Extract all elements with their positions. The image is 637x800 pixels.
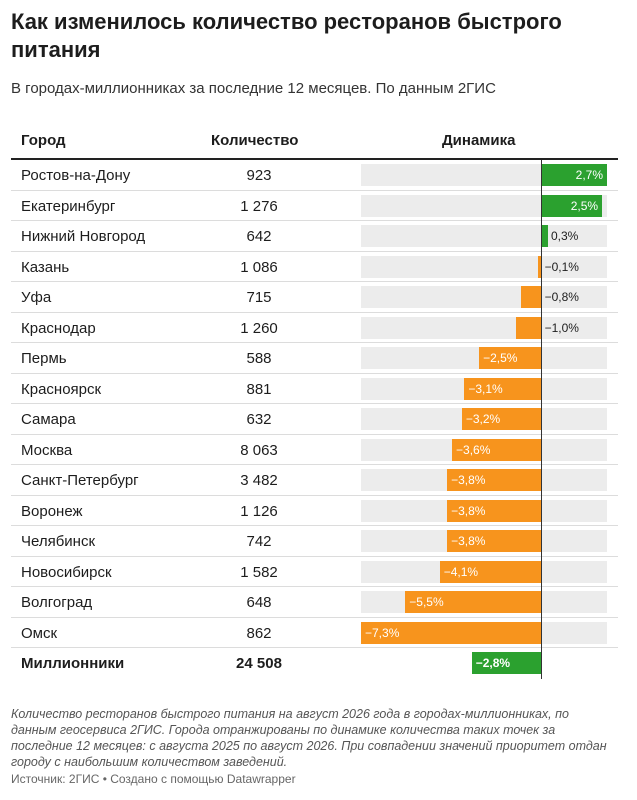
restaurant-count: 1 582 [240,563,278,581]
restaurant-count: 588 [246,350,272,367]
change-label: −3,8% [451,503,486,518]
change-label: −1,0% [544,320,579,335]
change-bar [361,621,541,644]
chart-subtitle: В городах-миллионниках за последние 12 м… [11,80,496,97]
city-name: Уфа [21,289,52,306]
change-bar [464,377,541,400]
table-row: Краснодар 1 260 −1,0% [11,313,618,343]
change-bar [405,591,541,613]
data-table: Город Количество Динамика Ростов-на-Дону… [11,122,618,679]
restaurant-count: 742 [246,533,272,550]
table-row: Красноярск 881 −3,1% [11,374,618,404]
bar-track [361,255,607,278]
change-label: −3,8% [451,473,486,487]
change-bar [520,286,541,308]
change-label: −3,1% [468,381,503,396]
table-row: Волгоград 648 −5,5% [11,587,618,618]
change-bar [515,316,541,339]
chart-title: Как изменилось количество ресторанов быс… [11,9,562,62]
restaurant-count: 3 482 [240,472,278,489]
change-bar [447,469,541,491]
restaurant-count: 8 063 [240,441,278,459]
table-row: Пермь 588 −2,5% [11,343,618,374]
column-header-city: Город [21,132,66,149]
change-bar [471,652,541,674]
change-label: −4,1% [443,564,479,579]
table-row: Нижний Новгород 642 0,3% [11,221,618,252]
bar-track [361,286,607,308]
table-row: Новосибирск 1 582 −4,1% [11,557,618,587]
city-name: Омск [21,624,58,642]
table-row: Ростов-на-Дону 923 2,7% [11,160,618,191]
city-name: Ростов-на-Дону [21,167,131,184]
change-bar [538,255,541,278]
city-name: Миллионники [21,655,125,672]
change-bar [452,438,541,461]
change-bar [540,164,607,186]
column-header-dynamics: Динамика [442,132,516,149]
change-label: −3,8% [451,534,486,548]
bar-track [361,316,607,339]
restaurant-count: 648 [246,594,272,611]
table-row-total: Миллионники 24 508 −2,8% [11,648,618,679]
restaurant-count: 1 276 [240,197,278,215]
table-row: Омск 862 −7,3% [11,618,618,648]
city-name: Санкт-Петербург [21,472,139,489]
city-name: Самара [21,411,76,428]
restaurant-count: 642 [246,228,272,245]
city-name: Воронеж [21,502,83,520]
city-name: Екатеринбург [21,197,116,215]
change-bar [447,499,541,522]
city-name: Челябинск [21,533,96,550]
change-bar [439,560,541,583]
restaurant-count: 24 508 [236,655,282,672]
restaurant-count: 1 126 [240,502,278,520]
zero-axis-line [540,160,542,679]
source-note: Источник: 2ГИС • Создано с помощью Dataw… [11,772,296,786]
table-body: Ростов-на-Дону 923 2,7% Екатеринбург 1 276 2,… [11,160,618,679]
change-bar [447,530,541,552]
restaurant-count: 862 [246,624,272,642]
table-row: Самара 632 −3,2% [11,404,618,435]
change-label: −7,3% [365,625,400,640]
city-name: Москва [21,441,73,459]
table-row: Воронеж 1 126 −3,8% [11,496,618,526]
table-row: Казань 1 086 −0,1% [11,252,618,282]
change-label: 2,5% [570,198,599,213]
restaurant-count: 1 086 [240,258,278,276]
change-label: −0,8% [544,290,579,304]
city-name: Краснодар [21,319,96,337]
table-header: Город Количество Динамика [11,122,618,160]
change-label: −5,5% [409,595,444,609]
table-row: Уфа 715 −0,8% [11,282,618,313]
change-bar [540,225,548,247]
change-bar [461,408,541,430]
restaurant-count: 923 [246,167,272,184]
table-row: Санкт-Петербург 3 482 −3,8% [11,465,618,496]
table-row: Москва 8 063 −3,6% [11,435,618,465]
restaurant-count: 1 260 [240,319,278,337]
city-name: Волгоград [21,594,93,611]
change-bar [479,347,541,369]
restaurant-count: 632 [246,411,272,428]
table-row: Екатеринбург 1 276 2,5% [11,191,618,221]
change-label: 0,3% [550,229,579,243]
footnote: Количество ресторанов быстрого питания н… [11,707,607,769]
restaurant-count: 715 [246,289,272,306]
change-bar [540,194,603,217]
restaurant-count: 881 [246,380,272,398]
change-label: −0,1% [544,259,579,274]
table-row: Челябинск 742 −3,8% [11,526,618,557]
change-label: −2,5% [483,351,518,365]
change-label: −3,6% [456,442,491,457]
city-name: Нижний Новгород [21,228,146,245]
city-name: Новосибирск [21,563,112,581]
change-label: 2,7% [575,168,603,182]
city-name: Пермь [21,350,67,367]
city-name: Красноярск [21,380,102,398]
column-header-count: Количество [211,132,299,149]
change-label: −3,2% [465,412,501,426]
change-label: −2,8% [475,656,511,670]
city-name: Казань [21,258,70,276]
